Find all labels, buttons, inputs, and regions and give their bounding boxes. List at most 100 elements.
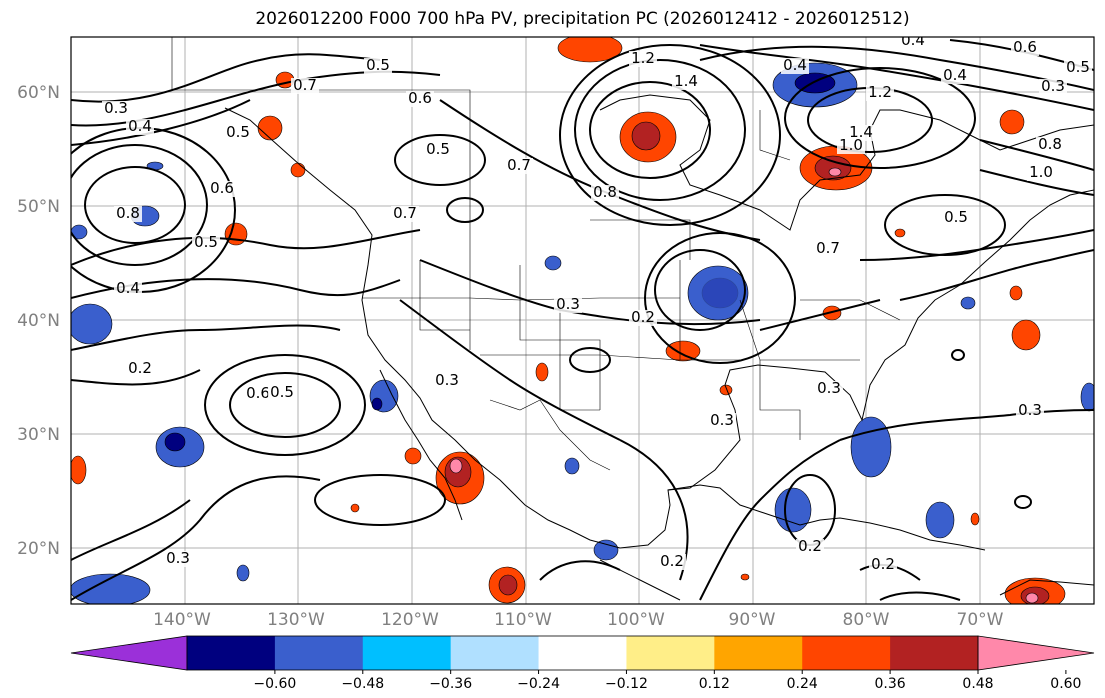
lat-label-60: 60°N (17, 83, 60, 103)
contour-label: 0.6 (210, 179, 234, 197)
colorbar-frame (186, 635, 979, 671)
colorbar-segment (714, 636, 803, 670)
contour-label: 0.3 (1041, 77, 1065, 95)
contour-label-bg (224, 125, 252, 141)
contour-label: 0.5 (426, 140, 450, 158)
colorbar-tick-label: 0.24 (787, 676, 818, 692)
contour-label: 1.0 (839, 136, 863, 154)
contour-label: 0.7 (816, 239, 840, 257)
contour-label: 0.8 (593, 183, 617, 201)
pv-contour (394, 134, 486, 186)
contour-label-bg (114, 281, 142, 297)
contour-label: 0.6 (246, 384, 270, 402)
colorbar-segments (70, 635, 1095, 671)
contour-label: 0.2 (660, 552, 684, 570)
contour-label: 1.0 (1029, 163, 1053, 181)
precip-neg-blob (960, 296, 976, 310)
precip-neg-blob (71, 224, 88, 240)
map-figure: 0.30.40.50.70.50.60.80.50.40.20.6 0.50.30… (17, 36, 1095, 630)
colorbar-tick-label: 0.48 (962, 676, 993, 692)
contour-label: 0.8 (116, 204, 140, 222)
precip-neg-blob (71, 573, 151, 604)
pv-contour (589, 81, 711, 179)
map-title: 2026012200 F000 700 hPa PV, precipitatio… (255, 9, 910, 29)
contour-label-bg (672, 74, 700, 90)
pv-contour (84, 166, 186, 244)
colorbar-tick-label: −0.60 (253, 676, 296, 692)
precip-pos-blob (828, 167, 842, 177)
contour-label-bg (126, 119, 154, 135)
precip-pos-blob (970, 512, 980, 526)
lat-label-50: 50°N (17, 197, 60, 217)
contour-label: 0.3 (104, 99, 128, 117)
contour-label-bg (591, 185, 619, 201)
precip-pos-blob (631, 121, 661, 151)
precip-pos-blob (404, 447, 422, 465)
colorbar-segment (626, 636, 715, 670)
precip-pos-blob (740, 573, 750, 581)
colorbar-under-arrow (70, 635, 188, 671)
contour-label-bg (114, 206, 142, 222)
pv-contours (71, 39, 1094, 601)
lon-label-140w: 140°W (153, 610, 211, 630)
pv-contour (574, 59, 746, 201)
precip-neg-blob (164, 432, 186, 452)
contour-label: 0.8 (1038, 135, 1062, 153)
pv-contour (784, 67, 976, 169)
pv-contour (951, 349, 965, 361)
colorbar: −0.60 −0.48 −0.36 −0.24 −0.12 0.12 0.24 0.36 0.4… (70, 635, 1095, 692)
precip-neg-blob (593, 539, 619, 561)
contour-label-bg (629, 51, 657, 67)
contour-label-bg (164, 551, 192, 567)
contour-label-bg (1016, 403, 1044, 419)
precip-pos-blob (1025, 592, 1039, 604)
contour-label: 0.5 (1066, 58, 1090, 76)
lon-label-80w: 80°W (843, 610, 890, 630)
colorbar-segment (274, 636, 364, 670)
contour-label: 0.4 (943, 66, 967, 84)
contour-label-bg (866, 85, 894, 101)
colorbar-over-arrow (977, 635, 1095, 671)
contour-label: 0.3 (817, 379, 841, 397)
contour-label: 0.2 (871, 555, 895, 573)
contour-label: 0.3 (710, 411, 734, 429)
contour-label: 0.3 (166, 549, 190, 567)
colorbar-tick-label: −0.36 (429, 676, 472, 692)
contour-label: 1.4 (849, 123, 873, 141)
colorbar-tick-label: 0.36 (875, 676, 906, 692)
contour-label-bg (1064, 60, 1092, 76)
contour-label: 0.5 (366, 56, 390, 74)
precip-pos-blob (665, 340, 701, 362)
contour-label: 0.3 (1018, 401, 1042, 419)
pv-contour (204, 354, 366, 456)
colorbar-segment (890, 636, 979, 670)
contour-label-bg (1027, 165, 1055, 181)
lat-label-30: 30°N (17, 425, 60, 445)
contour-label-bg (1011, 40, 1039, 56)
precip-pos-blob (1011, 319, 1041, 351)
contour-label: 0.7 (293, 76, 317, 94)
contour-label-bg (554, 297, 582, 313)
contour-labels: 0.30.40.50.70.50.60.80.50.40.20.6 0.50.30… (102, 37, 1092, 573)
precip-neg-blob (701, 277, 739, 309)
contour-label: 0.2 (631, 308, 655, 326)
contour-label-bg (1039, 79, 1067, 95)
pv-contour (644, 232, 796, 364)
contour-label: 0.5 (270, 383, 294, 401)
contour-label: 0.5 (194, 233, 218, 251)
plot-frame (70, 36, 1095, 605)
contour-label: 0.5 (944, 208, 968, 226)
contour-label-bg (505, 158, 533, 174)
contour-label: 0.6 (408, 89, 432, 107)
contour-label-bg (406, 91, 434, 107)
precip-neg-blob (371, 397, 383, 411)
colorbar-tick-label: −0.24 (517, 676, 560, 692)
contour-label-bg (424, 142, 452, 158)
pv-contour (559, 44, 781, 226)
contour-label-bg (781, 58, 809, 74)
contour-label-bg (658, 554, 686, 570)
precipitation-shading (71, 37, 1094, 604)
precip-pos-blob (257, 115, 283, 141)
contour-label-bg (291, 78, 319, 94)
contour-label: 0.4 (783, 56, 807, 74)
